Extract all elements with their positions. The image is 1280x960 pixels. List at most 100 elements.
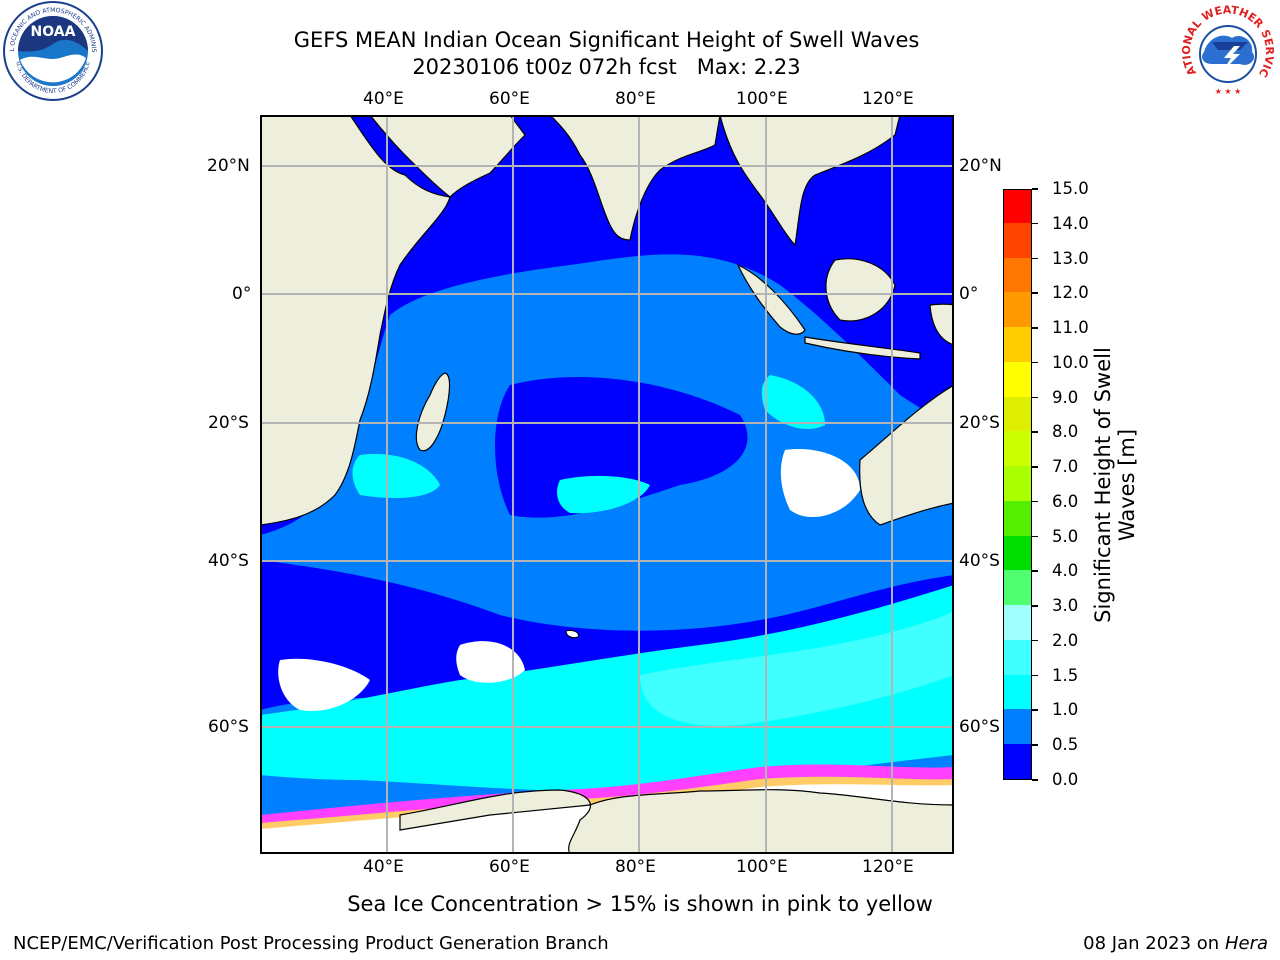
land-new-guinea <box>929 303 954 346</box>
swell-band-0-0.5 <box>495 376 748 518</box>
colorbar-swatch <box>1004 222 1031 258</box>
colorbar-tick <box>1032 500 1038 503</box>
lat-label-left-20n: 20°N <box>207 156 250 176</box>
colorbar-tick <box>1032 222 1038 225</box>
colorbar-tick-label: 9.0 <box>1052 387 1079 407</box>
map-area <box>260 115 954 854</box>
colorbar-tick-label: 6.0 <box>1052 491 1079 511</box>
colorbar-tick-label: 0.5 <box>1052 735 1079 755</box>
land-borneo <box>825 258 896 322</box>
colorbar-tick <box>1032 431 1038 433</box>
lat-label-right-40s: 40°S <box>959 551 1000 571</box>
graticule <box>260 115 954 854</box>
lon-label-bottom-100e: 100°E <box>736 857 788 877</box>
colorbar-tick-label: 14.0 <box>1052 213 1089 233</box>
colorbar-swatch <box>1004 743 1031 779</box>
colorbar-swatch <box>1004 569 1031 606</box>
lon-label-bottom-120e: 120°E <box>862 857 914 877</box>
land-india <box>549 115 721 241</box>
colorbar-tick <box>1032 292 1038 294</box>
colorbar-tick-label: 2.0 <box>1052 630 1079 650</box>
lon-label-top-40e: 40°E <box>363 89 404 109</box>
colorbar-tick-label: 1.5 <box>1052 665 1079 685</box>
land-sumatra <box>736 263 806 335</box>
colorbar-tick <box>1032 327 1038 329</box>
nodata-patch <box>780 449 860 518</box>
sea-ice-caption: Sea Ice Concentration > 15% is shown in … <box>347 892 933 916</box>
svg-text:NOAA: NOAA <box>31 24 76 40</box>
nodata-patch <box>278 658 370 711</box>
map-subtitle: 20230106 t00z 072h fcst Max: 2.23 <box>412 55 801 79</box>
noaa-logo: NATIONAL OCEANIC AND ATMOSPHERIC ADMINIS… <box>2 0 103 101</box>
svg-text:★ ★ ★: ★ ★ ★ <box>1215 87 1242 96</box>
colorbar-tick <box>1032 257 1038 260</box>
colorbar-swatch <box>1004 604 1031 640</box>
colorbar-swatch <box>1004 535 1031 571</box>
lon-label-top-100e: 100°E <box>736 89 788 109</box>
colorbar-tick-label: 13.0 <box>1052 248 1089 268</box>
colorbar-tick <box>1032 188 1038 190</box>
lon-label-top-80e: 80°E <box>615 89 656 109</box>
colorbar-tick <box>1032 466 1038 468</box>
colorbar-swatch <box>1004 709 1031 745</box>
nws-logo: NATIONAL WEATHER SERVICE ★ ★ ★ <box>1178 2 1276 100</box>
colorbar-tick <box>1032 570 1038 572</box>
colorbar-tick <box>1032 674 1038 677</box>
lon-label-top-60e: 60°E <box>489 89 530 109</box>
map-frame <box>260 115 954 854</box>
swell-band-1-1.5 <box>352 454 440 498</box>
colorbar-swatch <box>1004 430 1031 467</box>
colorbar-tick-label: 8.0 <box>1052 422 1079 442</box>
lon-label-bottom-60e: 60°E <box>489 857 530 877</box>
lat-label-right-20n: 20°N <box>959 156 1002 176</box>
colorbar-tick <box>1032 361 1038 364</box>
land-kerguelen <box>565 630 579 639</box>
colorbar-swatch <box>1004 639 1031 675</box>
swell-band-1-1.5 <box>761 375 825 430</box>
lat-label-left-40s: 40°S <box>208 551 249 571</box>
lon-label-bottom-40e: 40°E <box>363 857 404 877</box>
colorbar-swatch <box>1004 396 1031 432</box>
lon-label-bottom-80e: 80°E <box>615 857 656 877</box>
colorbar-tick-label: 1.0 <box>1052 700 1079 720</box>
map-title: GEFS MEAN Indian Ocean Significant Heigh… <box>293 28 920 52</box>
colorbar-tick <box>1032 639 1038 642</box>
footer-machine: Hera <box>1224 933 1268 954</box>
colorbar-tick <box>1032 744 1038 746</box>
footer-date: 08 Jan 2023 on Hera <box>1083 933 1268 954</box>
swell-band-1.5-2 <box>640 610 954 726</box>
colorbar-swatch <box>1004 500 1031 536</box>
colorbar-title: Significant Height of Swell Waves [m] <box>1091 347 1139 623</box>
colorbar-tick-label: 4.0 <box>1052 561 1079 581</box>
colorbar <box>1003 189 1032 780</box>
lat-label-right-60s: 60°S <box>959 717 1000 737</box>
lat-label-right-20s: 20°S <box>959 413 1000 433</box>
colorbar-swatch <box>1004 674 1031 710</box>
land-australia <box>859 384 954 526</box>
colorbar-tick-label: 11.0 <box>1052 318 1089 338</box>
land-antarctica <box>399 789 954 854</box>
swell-band-1-1.5 <box>260 585 954 792</box>
lat-label-left-0: 0° <box>232 284 252 304</box>
colorbar-tick <box>1032 709 1038 711</box>
colorbar-swatch <box>1004 326 1031 362</box>
colorbar-tick-label: 15.0 <box>1052 179 1089 198</box>
colorbar-swatch <box>1004 257 1031 293</box>
footer-credit: NCEP/EMC/Verification Post Processing Pr… <box>13 933 609 954</box>
colorbar-tick <box>1032 779 1038 781</box>
swell-band-1-1.5 <box>557 475 650 514</box>
colorbar-swatch <box>1004 291 1031 328</box>
colorbar-swatch <box>1004 361 1031 397</box>
lat-label-left-20s: 20°S <box>208 413 249 433</box>
colorbar-tick <box>1032 535 1038 538</box>
colorbar-tick-label: 7.0 <box>1052 457 1079 477</box>
colorbar-tick <box>1032 605 1038 607</box>
colorbar-swatch <box>1004 465 1031 501</box>
land-madagascar <box>415 372 451 452</box>
lat-label-right-0: 0° <box>959 284 979 304</box>
nodata-patch <box>456 641 525 683</box>
lat-label-left-60s: 60°S <box>208 717 249 737</box>
colorbar-swatch <box>1004 190 1031 223</box>
colorbar-tick-label: 10.0 <box>1052 352 1089 372</box>
colorbar-tick-label: 12.0 <box>1052 283 1089 303</box>
